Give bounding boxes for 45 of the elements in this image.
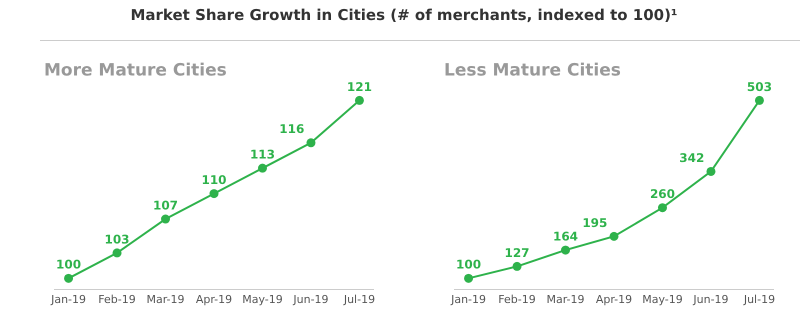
data-label: 100 <box>56 258 82 272</box>
point <box>161 214 170 224</box>
chart-title: Market Share Growth in Cities (# of merchants, indexed to 100)¹ <box>129 6 679 24</box>
point <box>754 96 764 105</box>
x-tick-label: Mar-19 <box>546 293 585 306</box>
point <box>354 96 364 105</box>
point <box>610 232 618 241</box>
x-tick-label: Jun-19 <box>292 293 329 306</box>
point <box>306 138 316 148</box>
data-label: 503 <box>746 80 772 94</box>
data-label: 113 <box>250 148 276 162</box>
point <box>64 274 74 283</box>
data-label: 116 <box>279 122 304 136</box>
point <box>464 274 474 283</box>
x-tick-label: Apr-19 <box>196 293 232 306</box>
point <box>112 248 122 258</box>
x-tick-label: Apr-19 <box>596 293 632 306</box>
x-tick-label: Jan-19 <box>450 293 486 306</box>
data-label: 110 <box>201 172 227 187</box>
data-label: 127 <box>504 246 530 260</box>
x-tick-label: Jul-19 <box>742 293 776 306</box>
x-tick-label: Jul-19 <box>342 293 376 306</box>
point <box>512 262 522 271</box>
point <box>210 189 218 198</box>
data-label: 103 <box>104 232 130 246</box>
chart-title: Less Mature Cities <box>444 60 621 80</box>
chart-subtitle: More Mature Cities <box>44 60 227 80</box>
data-label: 107 <box>152 198 178 212</box>
x-tick-label: Jan-19 <box>50 293 86 306</box>
x-tick-label: Mar-19 <box>146 293 185 306</box>
x-tick-label: Jun-19 <box>692 293 729 306</box>
data-label: 342 <box>679 150 704 165</box>
x-tick-label: Feb-19 <box>98 293 136 306</box>
point <box>658 203 667 212</box>
data-label: 195 <box>582 216 608 230</box>
data-label: 100 <box>456 258 482 272</box>
data-label: 164 <box>552 229 578 244</box>
data-label: 260 <box>650 187 676 202</box>
x-tick-label: Feb-19 <box>498 293 536 306</box>
point <box>561 246 570 255</box>
point <box>706 166 716 176</box>
data-label: 121 <box>346 80 372 94</box>
x-tick-label: May-19 <box>242 293 283 306</box>
point <box>258 164 267 173</box>
x-tick-label: May-19 <box>642 293 683 306</box>
